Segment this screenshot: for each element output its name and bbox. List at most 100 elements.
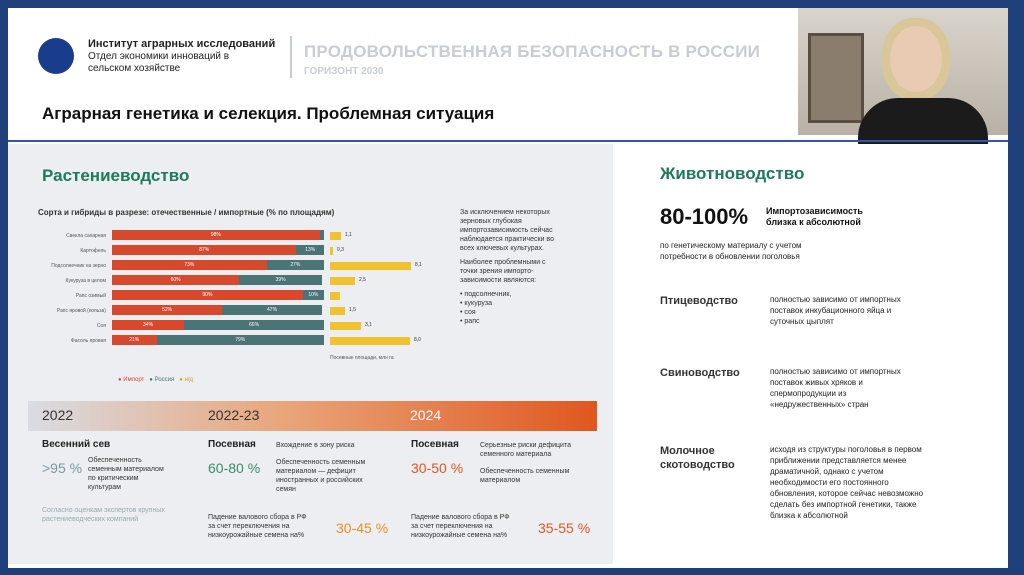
timeline-year-2022-23: 2022-23 [208, 407, 259, 423]
chart-legend: ● Импорт ● Россия ● н/д [118, 377, 193, 383]
livestock-big-label: Импортозависимость близка к абсолютной [766, 206, 863, 228]
header-divider [290, 36, 292, 78]
col1-value: >95 % [42, 460, 82, 476]
col2-drop: Падение валового сбора в РФ за счет перек… [208, 513, 307, 540]
bullet-item: • соя [460, 308, 600, 317]
chart-category-label: Кукуруза в целом [8, 278, 106, 284]
timeline-bar: 2022 2022-23 2024 [28, 401, 597, 431]
bar-import: 87% [112, 245, 296, 255]
chart-row: Кукуруза в целом 60% 39% 2,5 [8, 275, 438, 287]
chart-row: Фасоль яровая 21% 79% 8,0 [8, 335, 438, 347]
presentation-slide: Институт аграрных исследований Отдел эко… [8, 8, 1008, 568]
bar-import: 34% [112, 320, 184, 330]
livestock-big-value: 80-100% [660, 204, 748, 230]
bar-import: 98% [112, 230, 320, 240]
notes-block: За исключением некоторых зерновых глубок… [460, 208, 600, 326]
chart-row: Картофель 87% 13% 0,3 [8, 245, 438, 257]
chart-row: Рапс яровой (кольза) 52% 47% 1,5 [8, 305, 438, 317]
timeline-year-2022: 2022 [42, 407, 73, 423]
chart-row: Рапс озимый 90% 10% [8, 290, 438, 302]
chart-category-label: Подсолнечник на зерно [8, 263, 106, 269]
col3-value: 30-50 % [411, 460, 463, 476]
note-line: За исключением некоторых [460, 208, 600, 217]
chart-row: Свекла сахарная 98% 1,1 [8, 230, 438, 242]
livestock-desc: полностью зависимо от импортных поставок … [770, 366, 901, 410]
institute-line1: Институт аграрных исследований [88, 38, 275, 50]
col2-desc: Обеспеченность семенным материалом — дефи… [276, 458, 365, 494]
bar-import: 90% [112, 290, 303, 300]
sown-area-label: Посевные площади, млн га [330, 355, 394, 361]
livestock-category: Птицеводство [660, 294, 738, 308]
hse-logo [38, 38, 74, 74]
sown-area-value: 8,1 [415, 262, 422, 268]
sown-area-value: 1,5 [349, 307, 356, 313]
note-line: точки зрения импорто- [460, 267, 600, 276]
note-line: наблюдается практически во [460, 235, 600, 244]
chart-category-label: Картофель [8, 248, 106, 254]
sown-area-value: 3,1 [365, 322, 372, 328]
bar-russia [320, 230, 324, 240]
section-title-livestock: Животноводство [660, 164, 804, 184]
bar-sown-area [330, 262, 411, 270]
bar-sown-area [330, 322, 361, 330]
note-line: всех ключевых культурах. [460, 244, 600, 253]
bar-import: 21% [112, 335, 157, 345]
bar-import: 73% [112, 260, 267, 270]
col2-value: 60-80 % [208, 460, 260, 476]
bar-russia: 79% [157, 335, 324, 345]
col2-heading: Посевная [208, 439, 256, 450]
institute-name: Институт аграрных исследований Отдел эко… [88, 38, 275, 75]
col2-risk: Вхождение в зону риска [276, 441, 355, 450]
bar-russia: 66% [184, 320, 324, 330]
livestock-desc: полностью зависимо от импортных поставок … [770, 294, 901, 327]
bullet-item: • подсолнечник, [460, 290, 600, 299]
bar-sown-area [330, 247, 333, 255]
slide-title: Аграрная генетика и селекция. Проблемная… [42, 104, 494, 124]
sown-area-value: 2,5 [359, 277, 366, 283]
col1-heading: Весенний сев [42, 439, 110, 450]
note-line: зависимости являются: [460, 276, 600, 285]
bar-sown-area [330, 292, 340, 300]
crop-panel: Растениеводство Сорта и гибриды в разрез… [8, 144, 613, 564]
header-title: ПРОДОВОЛЬСТВЕННАЯ БЕЗОПАСНОСТЬ В РОССИИ [304, 42, 760, 62]
livestock-big-desc: по генетическому материалу с учетом потре… [660, 240, 802, 262]
note-line: Наиболее проблемными с [460, 258, 600, 267]
bar-sown-area [330, 232, 341, 240]
institute-line3: сельском хозяйстве [88, 63, 180, 74]
livestock-category: Молочное скотоводство [660, 444, 735, 472]
col1-footnote: Согласно оценкам экспертов крупных растен… [42, 506, 165, 524]
col3-desc: Обеспеченность семенным материалом [480, 467, 569, 485]
sown-area-value: 1,1 [345, 232, 352, 238]
bullet-item: • кукуруза [460, 299, 600, 308]
timeline-year-2024: 2024 [410, 407, 441, 423]
chart-title: Сорта и гибриды в разрезе: отечественные… [38, 208, 334, 217]
bar-import: 60% [112, 275, 239, 285]
chart-category-label: Рапс озимый [8, 293, 106, 299]
col3-drop: Падение валового сбора в РФ за счет перек… [411, 513, 510, 540]
sown-area-value: 8,0 [414, 337, 421, 343]
note-line: импортозависимость сейчас [460, 226, 600, 235]
bar-import: 52% [112, 305, 222, 315]
bar-russia: 39% [239, 275, 322, 285]
bar-sown-area [330, 307, 345, 315]
bar-sown-area [330, 337, 410, 345]
institute-line2: Отдел экономики инноваций в [88, 51, 229, 62]
legend-na: ● н/д [179, 377, 193, 383]
speaker-video [798, 8, 1008, 135]
livestock-desc: исходя из структуры поголовья в первом пр… [770, 444, 923, 521]
import-chart: Свекла сахарная 98% 1,1 Картофель 87% 13% 0,3 П… [8, 230, 448, 360]
livestock-panel: Животноводство 80-100% Импортозависимост… [620, 144, 1008, 564]
bar-russia: 13% [296, 245, 324, 255]
chart-category-label: Рапс яровой (кольза) [8, 308, 106, 314]
bar-russia: 27% [267, 260, 324, 270]
bar-sown-area [330, 277, 355, 285]
bar-russia: 47% [222, 305, 322, 315]
livestock-category: Свиноводство [660, 366, 740, 380]
col1-desc: Обеспеченность семенным материалом по крит… [88, 456, 164, 492]
col3-risk: Серьезные риски дефицита семенного матери… [480, 441, 571, 459]
chart-row: Подсолнечник на зерно 73% 27% 8,1 [8, 260, 438, 272]
chart-row: Соя 34% 66% 3,1 [8, 320, 438, 332]
note-line: зерновых глубокая [460, 217, 600, 226]
col2-drop-value: 30-45 % [336, 520, 388, 536]
legend-russia: ● Россия [149, 377, 174, 383]
